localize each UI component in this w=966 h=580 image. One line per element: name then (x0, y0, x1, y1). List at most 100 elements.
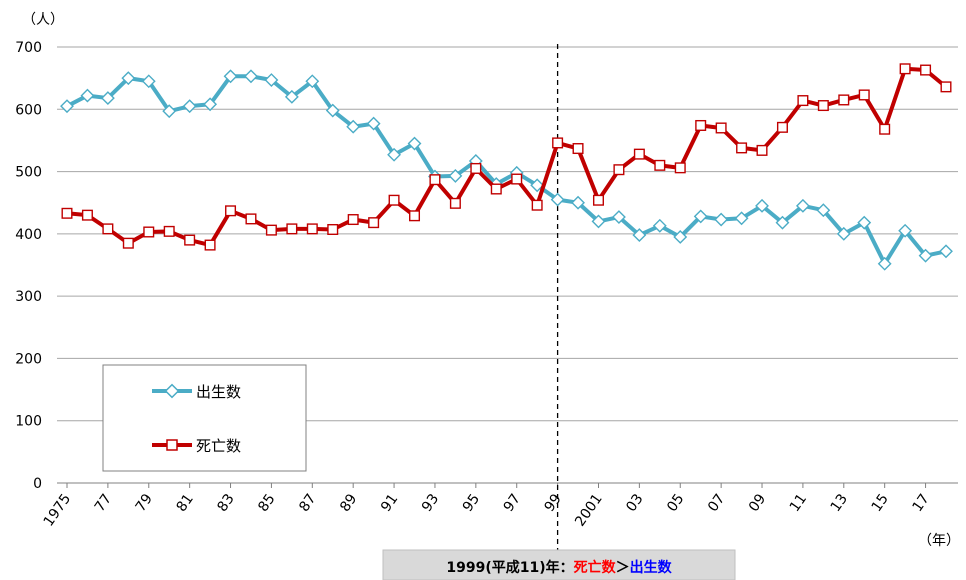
data-point (244, 69, 258, 84)
data-point (184, 234, 196, 246)
y-tick-label: 500 (15, 165, 42, 181)
y-tick-label: 300 (15, 289, 42, 305)
data-point (223, 69, 238, 84)
data-point (366, 116, 381, 131)
annotation-death-label: 死亡数 (573, 559, 617, 576)
data-point (879, 123, 891, 135)
data-point (857, 215, 872, 230)
y-unit-label: （人） (22, 12, 64, 28)
data-point (592, 194, 604, 206)
data-point (552, 137, 564, 149)
data-point (714, 212, 729, 227)
data-point (918, 248, 933, 263)
data-point (816, 203, 831, 218)
data-point (776, 121, 788, 133)
legend-births-marker (164, 383, 180, 399)
data-point (531, 199, 543, 211)
data-point (633, 148, 645, 160)
data-point (940, 81, 952, 93)
data-point (265, 224, 277, 236)
data-point (61, 207, 73, 219)
data-point (734, 211, 749, 226)
x-tick-label: 03 (623, 491, 646, 515)
data-point (836, 226, 851, 241)
data-point (756, 144, 768, 156)
data-point (939, 244, 953, 259)
data-point (80, 88, 95, 103)
data-point (346, 119, 361, 134)
series-line (65, 66, 948, 248)
x-axis-ticks: 1975 77 79 81 83 85 87 89 91 93 95 97 99 2001 03 05 07 09… (41, 483, 933, 529)
data-point (203, 97, 218, 112)
x-tick-label: 87 (296, 491, 319, 515)
data-point (100, 91, 115, 106)
data-point (182, 99, 197, 114)
data-point (511, 173, 523, 185)
y-axis-ticks: 0 100 200 300 400 500 600 700 (15, 40, 42, 492)
data-point (81, 209, 93, 221)
data-point (448, 169, 463, 183)
data-point (347, 214, 359, 226)
data-point (305, 74, 320, 89)
x-tick-label: 17 (910, 491, 933, 515)
data-point (654, 159, 666, 171)
x-tick-label: 97 (501, 491, 524, 515)
legend-births-label: 出生数 (196, 383, 241, 401)
data-point (612, 210, 626, 224)
data-point (368, 217, 380, 229)
data-point (899, 63, 911, 75)
x-tick-label: 77 (92, 491, 115, 515)
annotation-callout: 1999(平成11)年：死亡数＞出生数 (382, 549, 736, 580)
data-point (122, 237, 134, 249)
data-point (325, 103, 340, 118)
annotation-birth-label: 出生数 (630, 559, 673, 576)
data-point (204, 239, 216, 251)
annotation-box (382, 549, 736, 580)
data-point (470, 162, 482, 174)
x-tick-label: 95 (460, 491, 483, 515)
legend-deaths-label: 死亡数 (196, 437, 241, 455)
y-tick-label: 600 (15, 102, 42, 118)
x-unit-label: （年） (918, 533, 960, 549)
data-point (817, 100, 829, 112)
data-point (858, 89, 870, 101)
x-tick-label: 89 (337, 491, 360, 515)
data-point (286, 223, 298, 235)
data-point (571, 195, 585, 210)
data-point (162, 104, 177, 119)
data-point (838, 94, 850, 106)
annotation-prefix: 1999(平成11)年： (446, 559, 573, 576)
data-point (736, 142, 748, 154)
data-point (632, 228, 647, 243)
data-point (695, 119, 707, 131)
annotation-operator: ＞ (616, 560, 630, 576)
legend: 出生数 死亡数 (102, 364, 307, 472)
data-point (306, 223, 318, 235)
x-tick-label: 13 (828, 491, 851, 515)
x-tick-label: 2001 (572, 491, 606, 529)
data-point (775, 215, 790, 230)
y-tick-label: 100 (15, 414, 42, 430)
data-point (572, 143, 584, 155)
data-point (143, 226, 155, 238)
data-point (327, 223, 339, 235)
data-point (755, 198, 769, 213)
annotation-text: 1999(平成11)年：死亡数＞出生数 (446, 559, 672, 576)
data-point (591, 214, 606, 229)
data-point (530, 178, 545, 193)
data-point (674, 162, 686, 174)
legend-box (102, 364, 307, 472)
legend-item-deaths: 死亡数 (152, 437, 241, 455)
data-point (388, 194, 400, 206)
data-point (898, 223, 913, 238)
x-tick-label: 1975 (41, 491, 75, 529)
x-tick-label: 91 (378, 491, 401, 515)
legend-deaths-marker (166, 439, 178, 451)
data-point (673, 230, 688, 244)
data-point (550, 192, 565, 207)
data-point (693, 209, 708, 224)
data-point (121, 71, 136, 86)
data-point (795, 198, 810, 213)
x-tick-label: 99 (542, 491, 565, 515)
